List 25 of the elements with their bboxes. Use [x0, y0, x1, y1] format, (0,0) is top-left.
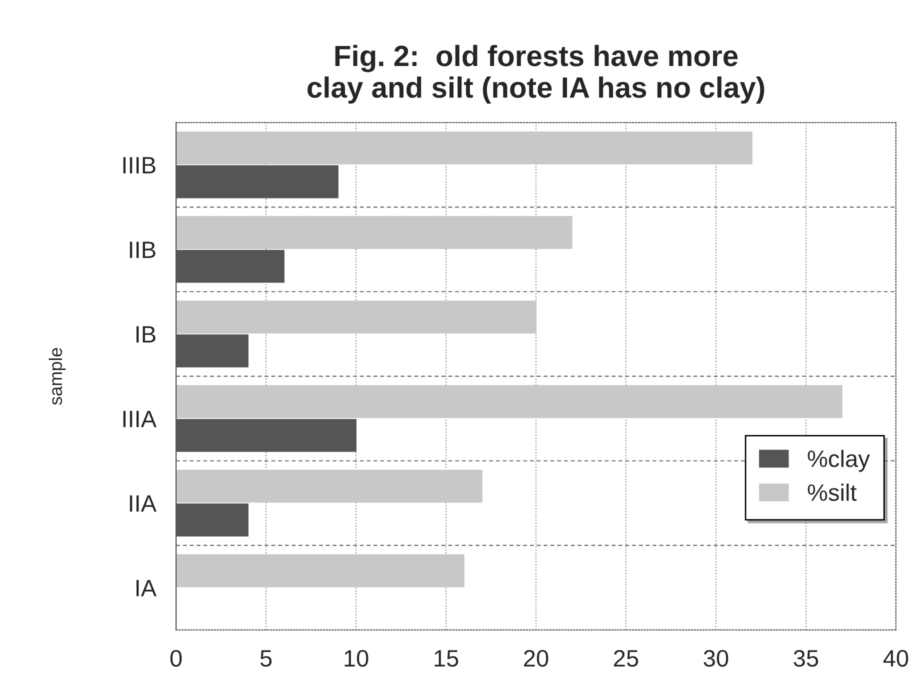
bar — [176, 470, 482, 503]
x-tick-label: 20 — [524, 650, 548, 667]
x-tick-label: 0 — [170, 650, 182, 667]
y-tick-label: IIA — [130, 495, 157, 512]
legend-label: %clay — [808, 450, 870, 472]
bar — [176, 131, 752, 164]
legend-label: %silt — [808, 484, 857, 501]
x-tick-label: 35 — [794, 650, 818, 667]
bar — [176, 554, 464, 588]
y-tick-label: IIIB — [123, 157, 156, 174]
bar — [176, 216, 572, 249]
bar — [176, 385, 842, 418]
y-tick-label: IIB — [130, 242, 156, 258]
y-tick-label: IB — [136, 326, 156, 343]
bar — [176, 300, 536, 334]
x-tick-label: 25 — [614, 650, 638, 667]
x-tick-label: 5 — [260, 650, 272, 667]
x-tick-label: 30 — [704, 650, 728, 667]
x-tick-label: 10 — [344, 650, 368, 667]
x-tick-label: 40 — [883, 650, 908, 667]
y-tick-label: IIIA — [123, 410, 157, 428]
x-tick-label: 15 — [434, 650, 458, 667]
chart-title: Fig. 2: old forests have more clay and silt (note IA has no clay) — [308, 44, 764, 104]
y-tick-label: IA — [136, 580, 157, 596]
y-axis-title: sample — [48, 348, 66, 405]
